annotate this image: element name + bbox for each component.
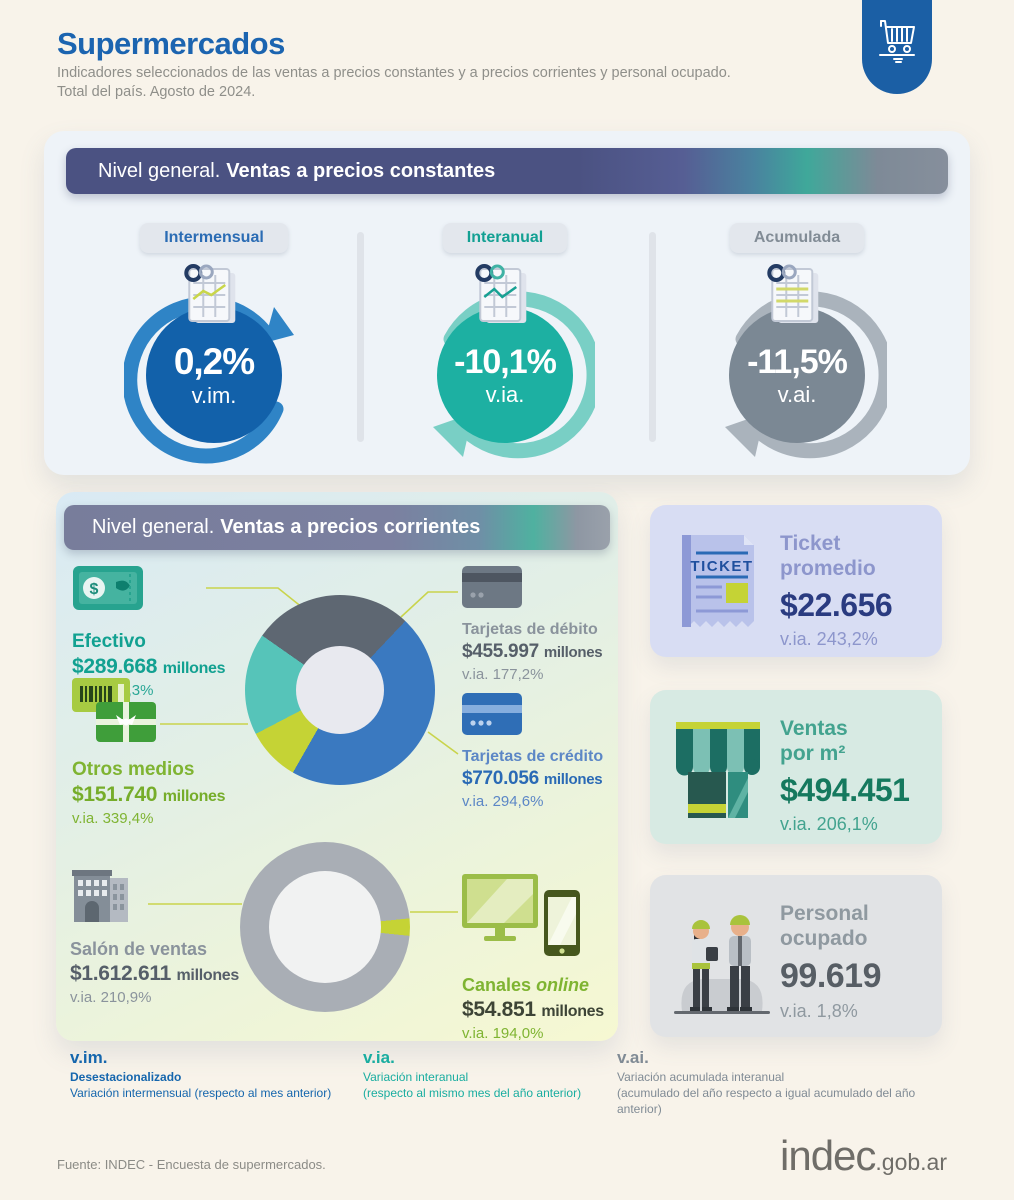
debit-card-icon [462,566,522,608]
card-text: Ventas por m² $494.451 v.ia. 206,1% [780,714,932,844]
stat-circle: -10,1% v.ia. [437,307,573,443]
credit-card-icon [462,693,522,735]
card-personal-ocupado: Personal ocupado 99.619 v.ia. 1,8% [650,875,942,1037]
card-via: v.ia. 206,1% [780,814,878,834]
stat-value: -11,5% [747,342,848,381]
page-subtitle: Indicadores seleccionados de las ventas … [57,64,817,102]
stat-acumulada: Acumulada -11,5% v.ai. [677,223,917,467]
stat-suffix: v.im. [191,383,237,408]
channel-label: Salón de ventas [70,939,208,959]
card-title: Ticket promedio [780,532,876,580]
stat-label: Acumulada [753,229,841,246]
stat-intermensual: Intermensual 0,2% v.im. [94,223,334,467]
channel-amount: $54.851 millones [462,998,604,1021]
panel-corrientes-title-regular: Nivel general. [92,516,215,538]
stat-value: -10,1% [454,342,557,381]
card-via: v.ia. 243,2% [780,629,878,649]
shopping-cart-icon [879,20,915,63]
panel-constantes-header: Nivel general. Ventas a precios constant… [66,148,948,194]
column-divider [357,232,364,442]
payment-amount: $151.740 millones [72,783,226,806]
stat-label-chip: Intermensual [140,223,288,253]
page-title: Supermercados [57,26,285,61]
indec-badge [862,0,932,94]
payment-item-otros-medios: Otros medios $151.740 millones v.ia. 339… [72,678,262,827]
stat-label: Interanual [466,229,544,246]
card-ticket-promedio: TICKET Ticket promedio $22.656 v.ia. 243… [650,505,942,657]
ticket-icon: TICKET [668,529,780,657]
stat-gauge: -11,5% v.ai. [702,264,892,467]
building-icon [72,870,128,922]
giftcards-icon [72,678,156,742]
donut-hole [296,646,384,734]
payment-via: v.ia. 294,6% [462,793,544,810]
donut-medios-de-pago [245,595,435,785]
stat-label-chip: Acumulada [729,223,865,253]
card-value: 99.619 [780,957,882,995]
subtitle-line1: Indicadores seleccionados de las ventas … [57,65,731,81]
footnote-via: v.ia. Variación interanual (respecto al … [363,1048,582,1100]
panel-constantes-title-bold: Ventas a precios constantes [226,159,496,182]
stat-value: 0,2% [173,341,255,382]
doc-chart-icon [767,264,819,323]
payment-label: Otros medios [72,759,195,780]
stat-label: Intermensual [164,229,264,246]
panel-precios-constantes: Nivel general. Ventas a precios constant… [44,131,970,475]
channel-label: Canales online [462,975,590,995]
payment-amount: $455.997 millones [462,641,603,662]
payment-via: v.ia. 339,4% [72,810,154,827]
panel-corrientes-header: Nivel general. Ventas a precios corrient… [64,505,610,550]
channel-item-salon: Salón de ventas $1.612.611 millones v.ia… [70,864,300,1006]
card-title: Personal ocupado [780,902,869,950]
channel-item-online: Canales online $54.851 millones v.ia. 19… [462,874,618,1042]
payment-label: Tarjetas de crédito [462,748,604,765]
storefront-icon [668,714,780,844]
card-text: Ticket promedio $22.656 v.ia. 243,2% [780,529,932,657]
workers-icon [668,899,780,1037]
panel-precios-corrientes: Nivel general. Ventas a precios corrient… [56,492,618,1042]
payment-via: v.ia. 177,2% [462,666,544,683]
stat-circle: -11,5% v.ai. [729,307,865,443]
stat-gauge: 0,2% v.im. [119,264,309,467]
card-value: $494.451 [780,772,910,808]
stat-label-chip: Interanual [442,223,568,253]
payment-amount: $770.056 millones [462,768,603,789]
doc-chart-icon [184,264,236,323]
svg-text:$: $ [90,581,99,598]
cash-icon: $ [73,566,143,610]
payment-item-credito: Tarjetas de crédito $770.056 millones v.… [462,693,618,810]
footnote-vim: v.im. Desestacionalizado Variación inter… [70,1048,332,1100]
svg-text:TICKET: TICKET [690,558,753,575]
payment-label: Tarjetas de débito [462,621,598,638]
column-divider [649,232,656,442]
panel-constantes-title-regular: Nivel general. [98,159,221,182]
online-devices-icon [462,874,580,956]
payment-label: Efectivo [72,631,146,652]
payment-item-debito: Tarjetas de débito $455.997 millones v.i… [462,566,618,683]
stat-interanual: Interanual -10,1% v.ia. [385,223,625,467]
card-value: $22.656 [780,587,893,623]
stat-gauge: -10,1% v.ia. [410,264,600,467]
doc-chart-icon [475,264,527,323]
stat-circle: 0,2% v.im. [146,307,282,443]
donut-canales-de-venta [240,842,410,1012]
channel-via: v.ia. 210,9% [70,989,152,1006]
payment-amount: $289.668 millones [72,655,226,678]
donut-hole [269,871,381,983]
card-text: Personal ocupado 99.619 v.ia. 1,8% [780,899,932,1037]
stat-suffix: v.ia. [485,381,525,407]
channel-amount: $1.612.611 millones [70,962,240,985]
subtitle-line2: Total del país. Agosto de 2024. [57,84,256,100]
card-title: Ventas por m² [780,717,848,765]
footnote-vai: v.ai. Variación acumulada interanual (ac… [617,1048,916,1116]
channel-via: v.ia. 194,0% [462,1025,544,1042]
source-note: Fuente: INDEC - Encuesta de supermercado… [57,1157,326,1172]
card-via: v.ia. 1,8% [780,1001,858,1021]
card-ventas-por-m2: Ventas por m² $494.451 v.ia. 206,1% [650,690,942,844]
payment-item-efectivo: $ Efectivo $289.668 millones v.ia. 102,3… [72,564,262,699]
panel-corrientes-title-bold: Ventas a precios corrientes [220,516,481,538]
stat-suffix: v.ai. [777,381,817,407]
indec-logo: indec.gob.ar [780,1132,948,1179]
